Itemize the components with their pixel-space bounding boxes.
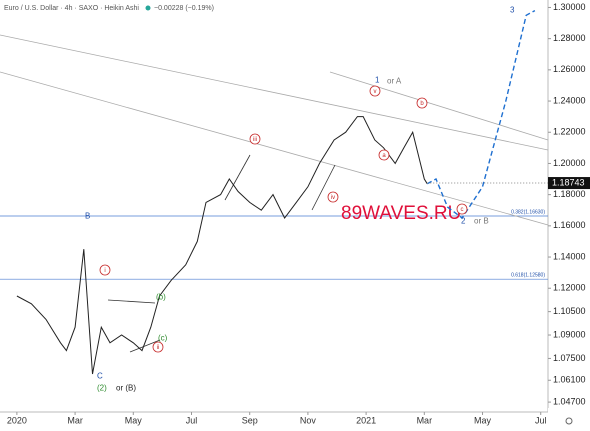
y-tick-label: 1.18000 — [553, 189, 586, 199]
wave-circle — [378, 149, 390, 161]
wave-circle — [456, 203, 468, 215]
price-line — [16, 116, 428, 375]
status-dot — [145, 5, 151, 11]
x-tick-label: Jul — [186, 415, 198, 425]
x-tick-label: Mar — [417, 415, 433, 425]
y-tick-label: 1.26000 — [553, 64, 586, 74]
y-tick-label: 1.07500 — [553, 353, 586, 363]
wave-label: (c) — [158, 334, 168, 343]
wave-line — [107, 299, 156, 304]
watermark: 89WAVES.RU — [341, 203, 461, 224]
wave-label: C — [97, 372, 103, 381]
wave-label: b — [420, 101, 424, 107]
x-tick-label: 2021 — [356, 415, 376, 425]
y-tick-label: 1.20000 — [553, 158, 586, 168]
x-tick-label: May — [125, 415, 143, 425]
wave-label: or B — [474, 217, 489, 226]
channel-line — [0, 71, 549, 226]
wave-lines — [107, 154, 336, 353]
wave-circle — [152, 341, 164, 353]
y-tick-label: 1.10500 — [553, 306, 586, 316]
chart-title: Euro / U.S. Dollar · 4h · SAXO · Heikin … — [4, 5, 139, 12]
fib-label: 0.382(1.16630) — [511, 209, 545, 215]
wave-line — [129, 339, 161, 353]
last-price-label: 1.18743 — [552, 177, 585, 187]
corner — [548, 408, 590, 431]
wave-label: or A — [387, 77, 402, 86]
y-tick-label: 1.28000 — [553, 33, 586, 43]
y-tick-label: 1.22000 — [553, 127, 586, 137]
x-tick-label: Jul — [535, 415, 547, 425]
wave-label: or (B) — [116, 384, 136, 393]
wave-line — [311, 164, 336, 211]
x-tick-label: Nov — [300, 415, 317, 425]
wave-label: B — [85, 212, 90, 221]
settings-icon[interactable] — [565, 417, 573, 425]
y-tick-label: 1.30000 — [553, 2, 586, 12]
channel-line — [329, 71, 549, 141]
wave-circle — [369, 85, 381, 97]
fib-label: 0.618(1.12580) — [511, 273, 545, 279]
wave-label: iii — [253, 137, 257, 143]
wave-circle — [249, 133, 261, 145]
channel-line — [0, 34, 549, 151]
wave-label: ii — [157, 345, 160, 351]
wave-label: (2) — [97, 384, 107, 393]
wave-label: a — [382, 153, 386, 159]
y-tick-label: 1.04700 — [553, 396, 586, 406]
x-tick-label: May — [474, 415, 492, 425]
wave-line — [224, 154, 251, 201]
wave-label: 1 — [375, 76, 380, 85]
x-tick-label: 2020 — [7, 415, 27, 425]
channel-lines — [0, 34, 549, 226]
y-tick-label: 1.06100 — [553, 375, 586, 385]
y-tick-label: 1.24000 — [553, 95, 586, 105]
change-label: −0.00228 (−0.19%) — [154, 5, 214, 12]
wave-label: iv — [331, 195, 335, 201]
x-tick-label: Mar — [67, 415, 83, 425]
y-tick-label: 1.14000 — [553, 251, 586, 261]
wave-circle — [99, 264, 111, 276]
wave-label: v — [374, 89, 377, 95]
wave-label: c — [461, 207, 464, 213]
wave-label: 2 — [461, 217, 466, 226]
y-tick-label: 1.09000 — [553, 329, 586, 339]
wave-label: (b) — [156, 293, 166, 302]
last-price-box — [548, 177, 590, 190]
wave-label: i — [104, 268, 105, 274]
y-tick-label: 1.12000 — [553, 283, 586, 293]
wave-circle — [327, 191, 339, 203]
x-tick-label: Sep — [242, 415, 258, 425]
y-tick-label: 1.16000 — [553, 220, 586, 230]
wave-circle — [416, 97, 428, 109]
price-line — [426, 9, 536, 220]
wave-label: 3 — [510, 6, 515, 15]
